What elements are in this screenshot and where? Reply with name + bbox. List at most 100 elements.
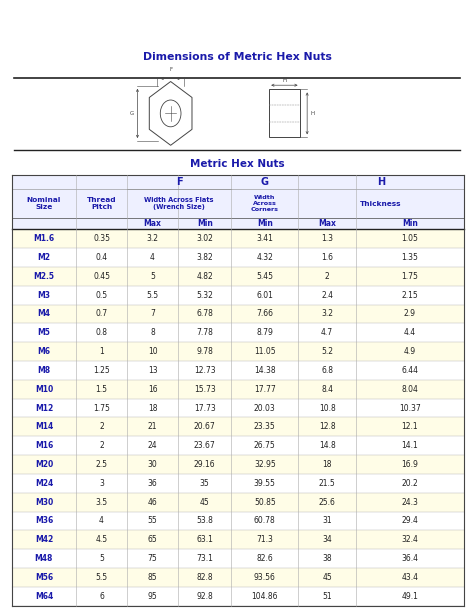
- Text: 82.8: 82.8: [196, 573, 213, 582]
- Text: Min: Min: [402, 219, 418, 228]
- Text: Thickness: Thickness: [360, 200, 401, 207]
- Text: 1.35: 1.35: [401, 253, 418, 262]
- Text: 24.3: 24.3: [401, 498, 418, 506]
- Text: M56: M56: [35, 573, 53, 582]
- Text: 35: 35: [200, 479, 210, 488]
- Text: M16: M16: [35, 441, 53, 450]
- Text: 0.7: 0.7: [95, 310, 108, 318]
- Text: 4.5: 4.5: [95, 535, 108, 544]
- FancyBboxPatch shape: [12, 342, 464, 361]
- Text: 7: 7: [150, 310, 155, 318]
- Text: H: H: [310, 111, 315, 116]
- Text: M1.6: M1.6: [33, 234, 55, 243]
- Text: Width
Across
Corners: Width Across Corners: [251, 195, 279, 212]
- Text: 3: 3: [99, 479, 104, 488]
- Text: F: F: [176, 177, 182, 187]
- Text: H: H: [283, 78, 286, 83]
- FancyBboxPatch shape: [12, 417, 464, 436]
- Text: M6: M6: [37, 347, 50, 356]
- Text: 13: 13: [148, 366, 157, 375]
- Text: 25.6: 25.6: [319, 498, 336, 506]
- Text: F: F: [169, 67, 172, 72]
- Text: 15.73: 15.73: [194, 385, 216, 394]
- Text: 29.16: 29.16: [194, 460, 216, 469]
- Text: M2: M2: [37, 253, 50, 262]
- Text: M42: M42: [35, 535, 53, 544]
- Text: M64: M64: [35, 592, 53, 601]
- Text: 4.4: 4.4: [404, 329, 416, 337]
- Text: 71.3: 71.3: [256, 535, 273, 544]
- Text: 17.77: 17.77: [254, 385, 276, 394]
- Text: 24: 24: [148, 441, 157, 450]
- Text: 17.73: 17.73: [194, 403, 216, 413]
- Text: 1: 1: [99, 347, 104, 356]
- Text: M2.5: M2.5: [34, 272, 55, 281]
- Text: 1.25: 1.25: [93, 366, 110, 375]
- Text: 30: 30: [148, 460, 157, 469]
- Text: 2.5: 2.5: [96, 460, 108, 469]
- Text: 8.4: 8.4: [321, 385, 333, 394]
- Text: 0.4: 0.4: [95, 253, 108, 262]
- Text: 49.1: 49.1: [401, 592, 418, 601]
- Text: 6.78: 6.78: [196, 310, 213, 318]
- Text: 4: 4: [99, 517, 104, 525]
- Text: 20.2: 20.2: [401, 479, 418, 488]
- Text: 45: 45: [322, 573, 332, 582]
- Text: M48: M48: [35, 554, 53, 563]
- Text: Max: Max: [318, 219, 336, 228]
- Text: 46: 46: [148, 498, 157, 506]
- Text: 2.4: 2.4: [321, 291, 333, 300]
- Text: Dimensions of Metric Hex Nuts: Dimensions of Metric Hex Nuts: [143, 52, 331, 62]
- FancyBboxPatch shape: [12, 380, 464, 398]
- Text: 0.35: 0.35: [93, 234, 110, 243]
- Text: 50.85: 50.85: [254, 498, 276, 506]
- Text: 4.7: 4.7: [321, 329, 333, 337]
- Text: 4.32: 4.32: [256, 253, 273, 262]
- Text: G: G: [129, 111, 134, 116]
- Text: 14.38: 14.38: [254, 366, 275, 375]
- Text: 5: 5: [99, 554, 104, 563]
- Text: 3.82: 3.82: [196, 253, 213, 262]
- Text: 16: 16: [148, 385, 157, 394]
- Text: 34: 34: [322, 535, 332, 544]
- Bar: [269, 89, 300, 137]
- Text: 7.78: 7.78: [196, 329, 213, 337]
- Text: 5.45: 5.45: [256, 272, 273, 281]
- Text: 20.03: 20.03: [254, 403, 276, 413]
- Text: 55: 55: [148, 517, 157, 525]
- Text: 29.4: 29.4: [401, 517, 418, 525]
- Text: 6.01: 6.01: [256, 291, 273, 300]
- Text: 53.8: 53.8: [196, 517, 213, 525]
- Text: 1.5: 1.5: [96, 385, 108, 394]
- Text: 5.2: 5.2: [321, 347, 333, 356]
- Text: 12.8: 12.8: [319, 422, 336, 432]
- Text: 5.32: 5.32: [196, 291, 213, 300]
- Text: 23.35: 23.35: [254, 422, 276, 432]
- Text: 104.86: 104.86: [252, 592, 278, 601]
- Text: 0.45: 0.45: [93, 272, 110, 281]
- Text: M5: M5: [37, 329, 50, 337]
- Text: M8: M8: [37, 366, 51, 375]
- Text: 23.67: 23.67: [194, 441, 216, 450]
- FancyBboxPatch shape: [12, 474, 464, 493]
- Text: 3.2: 3.2: [321, 310, 333, 318]
- Text: 1.05: 1.05: [401, 234, 418, 243]
- FancyBboxPatch shape: [12, 175, 464, 229]
- Text: 8: 8: [150, 329, 155, 337]
- Text: 43.4: 43.4: [401, 573, 419, 582]
- Text: 2: 2: [99, 422, 104, 432]
- Text: 6: 6: [99, 592, 104, 601]
- Text: 3.41: 3.41: [256, 234, 273, 243]
- Text: 10: 10: [148, 347, 157, 356]
- Text: 4: 4: [150, 253, 155, 262]
- Text: Max: Max: [144, 219, 162, 228]
- Text: M4: M4: [37, 310, 50, 318]
- Text: 92.8: 92.8: [196, 592, 213, 601]
- Text: 11.05: 11.05: [254, 347, 275, 356]
- Text: 18: 18: [148, 403, 157, 413]
- FancyBboxPatch shape: [12, 530, 464, 549]
- Text: 51: 51: [322, 592, 332, 601]
- FancyBboxPatch shape: [12, 305, 464, 324]
- Text: M20: M20: [35, 460, 53, 469]
- Text: 0.5: 0.5: [95, 291, 108, 300]
